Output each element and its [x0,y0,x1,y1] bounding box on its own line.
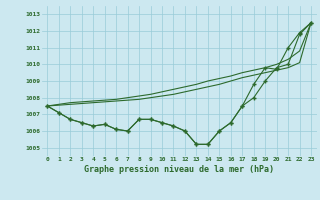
X-axis label: Graphe pression niveau de la mer (hPa): Graphe pression niveau de la mer (hPa) [84,165,274,174]
